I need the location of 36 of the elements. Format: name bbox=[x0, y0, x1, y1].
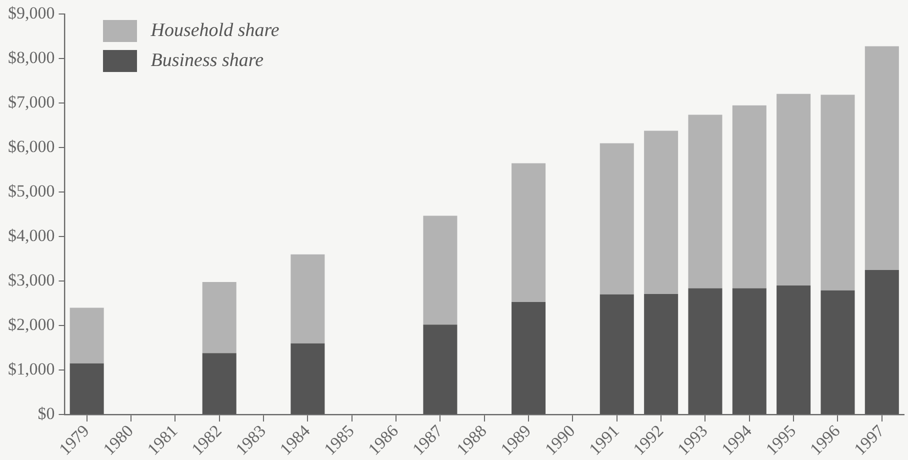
y-tick-label: $7,000 bbox=[8, 92, 55, 112]
bar bbox=[688, 288, 722, 414]
y-tick-label: $0 bbox=[38, 404, 55, 423]
legend-label: Household share bbox=[150, 20, 280, 42]
bar bbox=[290, 343, 325, 414]
bar bbox=[423, 324, 458, 414]
y-tick-label: $4,000 bbox=[8, 226, 55, 246]
bar bbox=[820, 290, 855, 414]
legend-label: Business share bbox=[150, 50, 264, 72]
bar bbox=[820, 94, 855, 290]
bar bbox=[70, 308, 104, 364]
bar bbox=[600, 143, 634, 294]
bar bbox=[70, 363, 104, 414]
y-tick-label: $2,000 bbox=[8, 315, 55, 334]
bar bbox=[688, 114, 722, 288]
bar bbox=[600, 294, 634, 414]
bar bbox=[202, 282, 236, 354]
y-tick-label: $3,000 bbox=[8, 270, 55, 290]
bar bbox=[290, 254, 325, 344]
bar bbox=[864, 46, 899, 270]
y-tick-label: $8,000 bbox=[8, 48, 55, 68]
bar bbox=[644, 130, 678, 294]
bar bbox=[732, 105, 766, 288]
y-tick-label: $9,000 bbox=[8, 4, 55, 23]
bar bbox=[202, 353, 236, 414]
bar bbox=[512, 302, 546, 414]
y-tick-label: $1,000 bbox=[8, 360, 55, 379]
bar bbox=[776, 286, 811, 414]
bar bbox=[776, 94, 811, 286]
bar bbox=[732, 288, 766, 414]
bar bbox=[423, 216, 458, 325]
bar bbox=[644, 294, 678, 414]
y-tick-label: $6,000 bbox=[8, 137, 55, 156]
y-tick-label: $5,000 bbox=[8, 182, 55, 201]
bar bbox=[864, 270, 899, 414]
bar bbox=[512, 163, 546, 302]
